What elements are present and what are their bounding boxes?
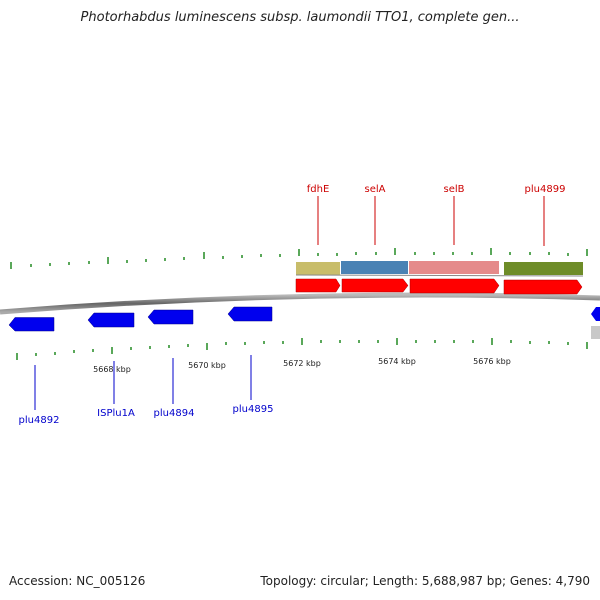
gene-arrow-selA[interactable] (341, 278, 409, 293)
accession-text: Accession: NC_005126 (9, 574, 146, 588)
axis-label: 5674 kbp (378, 357, 416, 366)
ticks-top (10, 248, 588, 269)
gene-label-selB[interactable]: selB (443, 184, 464, 195)
axis-label: 5672 kbp (283, 359, 321, 368)
gene-label-plu4894[interactable]: plu4894 (154, 408, 195, 419)
gene-bar-plu4899[interactable] (504, 262, 583, 275)
map-title: Photorhabdus luminescens subsp. laumondi… (80, 10, 520, 25)
gene-label-fdhE[interactable]: fdhE (307, 184, 330, 195)
gene-arrow-partial[interactable] (591, 307, 600, 321)
gene-arrow-plu4895[interactable] (227, 306, 273, 322)
gene-arrow-ISPlu1A[interactable] (87, 312, 135, 328)
gene-bar-selA[interactable] (341, 261, 408, 274)
gene-arrow-selB[interactable] (409, 278, 500, 294)
gene-bar-selB[interactable] (409, 261, 499, 274)
gene-arrow-plu4894[interactable] (147, 309, 194, 325)
gene-label-ISPlu1A[interactable]: ISPlu1A (97, 408, 135, 419)
genome-summary-text: Topology: circular; Length: 5,688,987 bp… (260, 574, 590, 588)
gene-bar-fdhE[interactable] (296, 262, 340, 275)
gene-bar-partial (591, 326, 600, 339)
gene-arrow-plu4899[interactable] (503, 279, 583, 295)
axis-label: 5676 kbp (473, 357, 511, 366)
ticks-bottom (16, 338, 588, 360)
gene-label-selA[interactable]: selA (365, 184, 386, 195)
gene-label-plu4892[interactable]: plu4892 (19, 415, 60, 426)
gene-label-plu4899[interactable]: plu4899 (525, 184, 566, 195)
axis-label: 5670 kbp (188, 361, 226, 370)
axis-label: 5668 kbp (93, 365, 131, 374)
gene-label-plu4895[interactable]: plu4895 (233, 404, 274, 415)
genome-backbone (0, 292, 600, 315)
gene-arrow-plu4892[interactable] (8, 317, 55, 332)
gene-arrow-fdhE[interactable] (295, 278, 341, 293)
